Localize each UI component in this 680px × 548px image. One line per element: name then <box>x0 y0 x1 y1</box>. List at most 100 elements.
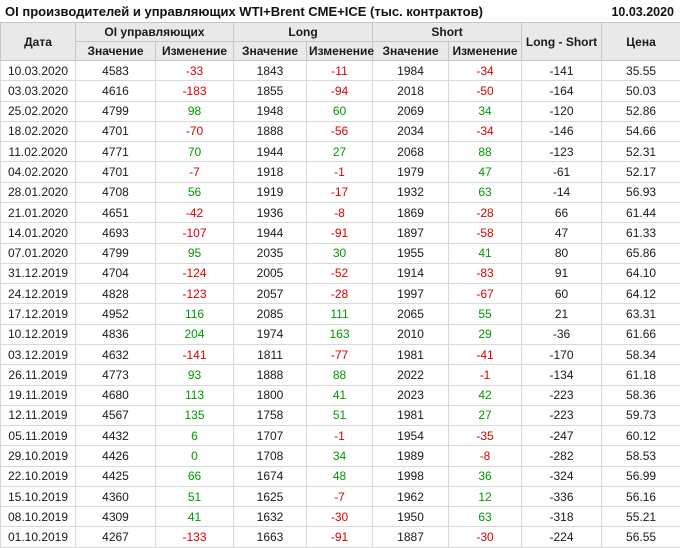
column-group-oi: OI управляющих <box>74 22 235 42</box>
cell-oi-change: -7 <box>154 161 235 183</box>
cell-short-change: -8 <box>448 445 523 467</box>
cell-date: 18.02.2020 <box>0 120 76 143</box>
cell-price: 52.17 <box>601 161 680 183</box>
cell-date: 11.02.2020 <box>0 141 76 163</box>
cell-oi-change: -107 <box>154 222 235 244</box>
cell-long-change: -91 <box>306 526 374 548</box>
cell-long-value: 1758 <box>233 404 308 427</box>
table-row: 24.12.2019 4828 -123 2057 -28 1997 -67 60 64.12 <box>0 283 680 305</box>
cell-short-value: 1932 <box>372 181 450 203</box>
cell-date: 26.11.2019 <box>0 364 76 386</box>
cell-long-short: -164 <box>521 80 603 102</box>
column-group-long: Long <box>233 22 374 42</box>
cell-oi-change: 113 <box>154 384 235 406</box>
cell-price: 61.44 <box>601 201 680 224</box>
oi-report-table: Дата OI управляющих Long Short Long - Sh… <box>0 22 680 548</box>
cell-oi-value: 4309 <box>75 506 156 528</box>
cell-long-change: -17 <box>306 181 374 203</box>
cell-price: 61.33 <box>601 222 680 244</box>
cell-long-short: -120 <box>521 100 603 122</box>
cell-short-change: 34 <box>448 100 523 122</box>
cell-short-change: -41 <box>448 343 523 366</box>
cell-date: 04.02.2020 <box>0 161 76 183</box>
cell-price: 61.18 <box>601 364 680 386</box>
cell-date: 03.03.2020 <box>0 80 76 102</box>
cell-long-short: -324 <box>521 465 603 487</box>
cell-oi-value: 4799 <box>75 100 156 122</box>
cell-price: 58.34 <box>601 343 680 366</box>
cell-long-value: 1948 <box>233 100 308 122</box>
cell-short-change: -30 <box>448 526 523 548</box>
cell-short-value: 2068 <box>372 141 450 163</box>
cell-long-change: -52 <box>306 262 374 285</box>
cell-long-value: 1707 <box>233 425 308 447</box>
cell-long-change: 30 <box>306 242 374 264</box>
cell-oi-change: 93 <box>154 364 235 386</box>
cell-date: 01.10.2019 <box>0 526 76 548</box>
cell-oi-change: -42 <box>154 201 235 224</box>
cell-short-change: -58 <box>448 222 523 244</box>
cell-oi-change: 56 <box>154 181 235 203</box>
cell-short-value: 2065 <box>372 303 450 325</box>
cell-oi-change: 70 <box>154 141 235 163</box>
cell-oi-change: 6 <box>154 425 235 447</box>
cell-short-value: 1962 <box>372 485 450 508</box>
cell-long-change: 27 <box>306 141 374 163</box>
cell-oi-value: 4680 <box>75 384 156 406</box>
cell-date: 10.12.2019 <box>0 323 76 345</box>
cell-oi-value: 4799 <box>75 242 156 264</box>
cell-short-change: 12 <box>448 485 523 508</box>
cell-short-change: -50 <box>448 80 523 102</box>
cell-date: 15.10.2019 <box>0 485 76 508</box>
cell-short-change: 63 <box>448 181 523 203</box>
column-header-short-change: Изменение <box>448 41 523 61</box>
cell-short-value: 2018 <box>372 80 450 102</box>
table-row: 19.11.2019 4680 113 1800 41 2023 42 -223 58.36 <box>0 384 680 406</box>
table-row: 22.10.2019 4425 66 1674 48 1998 36 -324 56.99 <box>0 465 680 487</box>
cell-long-short: -247 <box>521 425 603 447</box>
cell-short-change: -83 <box>448 262 523 285</box>
cell-price: 56.16 <box>601 485 680 508</box>
cell-long-value: 1936 <box>233 201 308 224</box>
cell-long-change: 34 <box>306 445 374 467</box>
cell-oi-value: 4426 <box>75 445 156 467</box>
cell-short-value: 1869 <box>372 201 450 224</box>
table-row: 18.02.2020 4701 -70 1888 -56 2034 -34 -146 54.66 <box>0 120 680 143</box>
cell-long-change: -1 <box>306 161 374 183</box>
cell-date: 21.01.2020 <box>0 201 76 224</box>
cell-oi-change: 41 <box>154 506 235 528</box>
cell-date: 22.10.2019 <box>0 465 76 487</box>
cell-long-short: -282 <box>521 445 603 467</box>
cell-long-short: -141 <box>521 59 603 82</box>
cell-oi-change: 204 <box>154 323 235 345</box>
cell-long-short: 80 <box>521 242 603 264</box>
cell-price: 63.31 <box>601 303 680 325</box>
table-row: 10.12.2019 4836 204 1974 163 2010 29 -36 61.66 <box>0 323 680 345</box>
cell-short-change: 47 <box>448 161 523 183</box>
cell-oi-value: 4567 <box>75 404 156 427</box>
title-bar: OI производителей и управляющих WTI+Bren… <box>0 0 680 22</box>
cell-long-short: -146 <box>521 120 603 143</box>
cell-oi-change: 135 <box>154 404 235 427</box>
table-row: 07.01.2020 4799 95 2035 30 1955 41 80 65.86 <box>0 242 680 264</box>
column-header-price: Цена <box>601 22 680 61</box>
cell-long-value: 1811 <box>233 343 308 366</box>
cell-long-value: 2005 <box>233 262 308 285</box>
cell-short-change: -67 <box>448 283 523 305</box>
cell-long-change: -56 <box>306 120 374 143</box>
cell-date: 08.10.2019 <box>0 506 76 528</box>
table-row: 15.10.2019 4360 51 1625 -7 1962 12 -336 56.16 <box>0 485 680 508</box>
column-header-oi-change: Изменение <box>154 41 235 61</box>
cell-oi-change: 51 <box>154 485 235 508</box>
cell-price: 65.86 <box>601 242 680 264</box>
cell-long-short: -123 <box>521 141 603 163</box>
cell-long-change: -7 <box>306 485 374 508</box>
cell-short-value: 2010 <box>372 323 450 345</box>
cell-short-value: 1989 <box>372 445 450 467</box>
cell-long-value: 1855 <box>233 80 308 102</box>
report-title: OI производителей и управляющих WTI+Bren… <box>5 4 483 19</box>
cell-long-change: -30 <box>306 506 374 528</box>
cell-oi-change: -141 <box>154 343 235 366</box>
cell-oi-change: -33 <box>154 59 235 82</box>
cell-oi-change: -133 <box>154 526 235 548</box>
